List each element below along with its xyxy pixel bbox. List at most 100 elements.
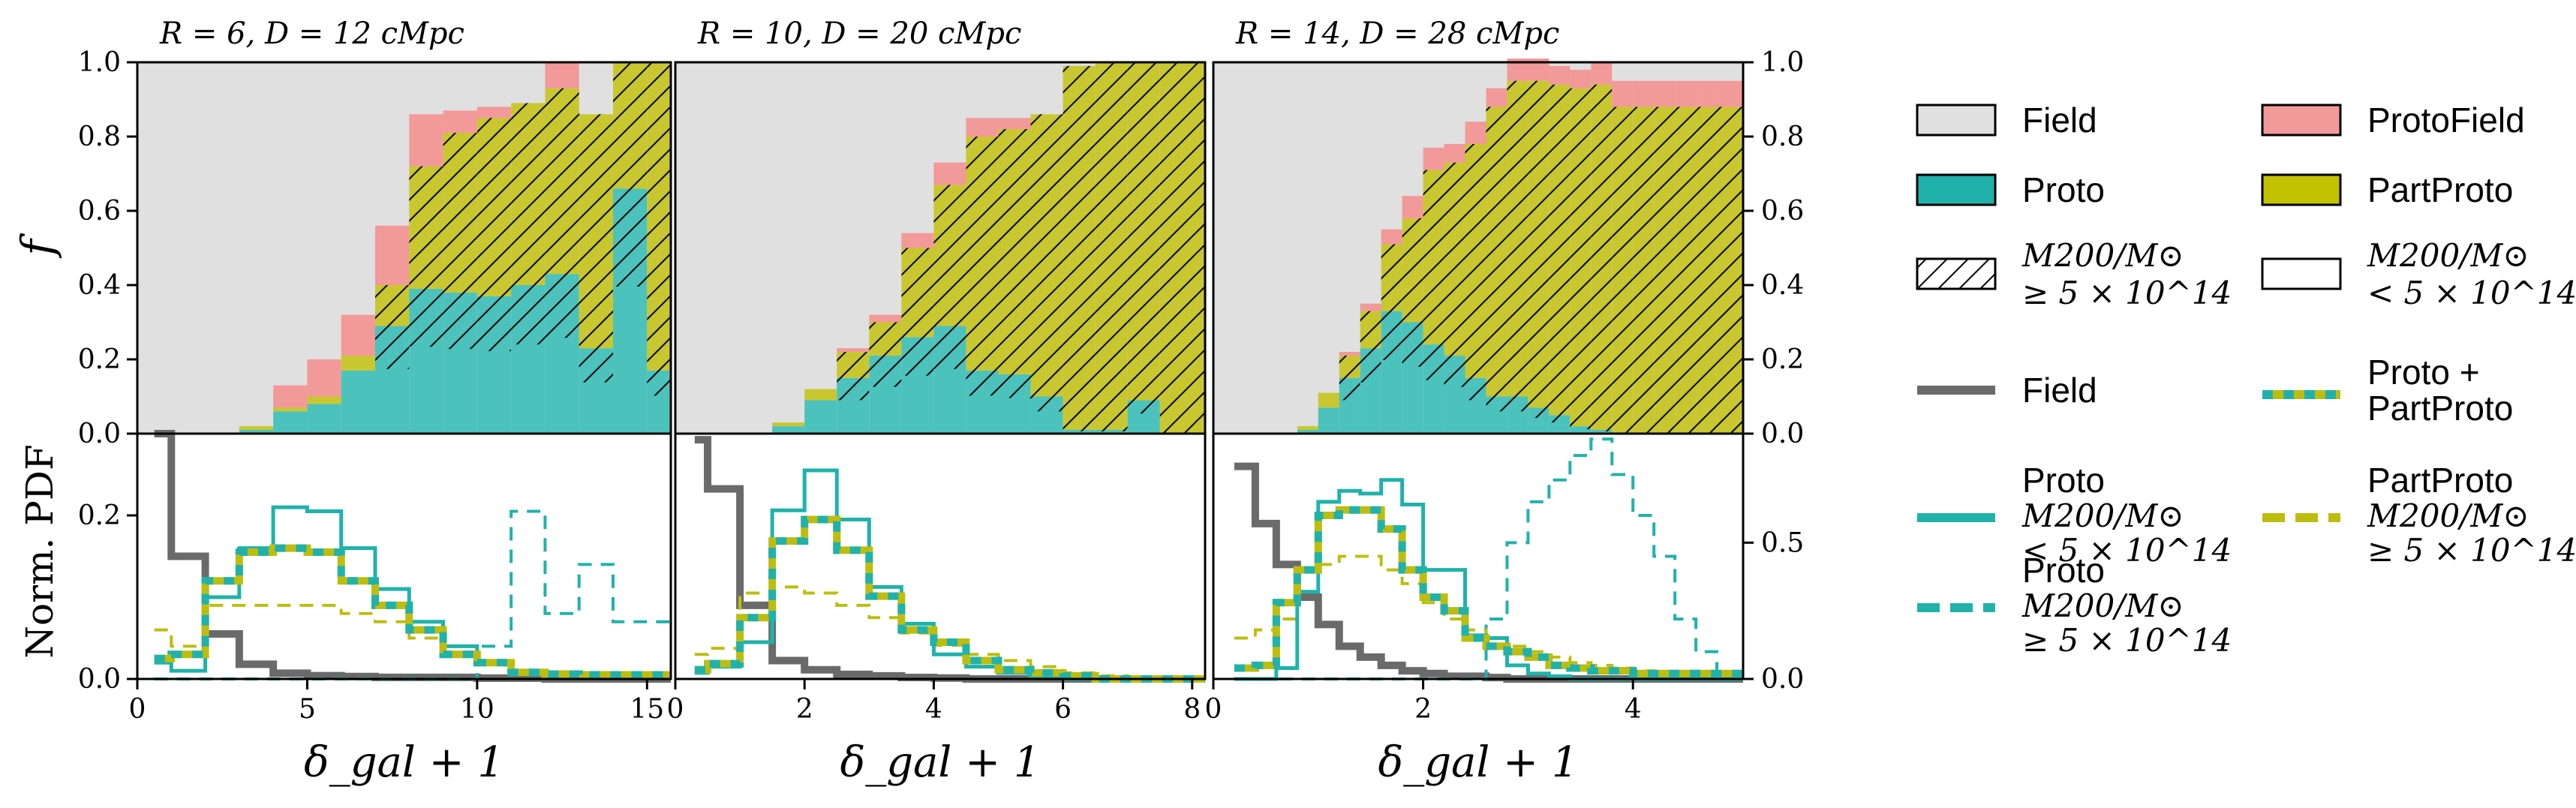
legend-label: PartProto: [2367, 170, 2513, 209]
y-tick-label-top-right: 0.6: [1761, 196, 1804, 227]
proto-fraction-bar: [307, 404, 341, 434]
x-tick-label: 4: [1625, 694, 1642, 725]
x-tick-label: 0: [667, 694, 684, 725]
y-axis-label-bottom: Norm. PDF: [18, 444, 62, 658]
massive-hatch-region: [1423, 170, 1444, 380]
legend-label: Proto: [2022, 551, 2105, 590]
massive-hatch-region: [476, 118, 512, 352]
massive-hatch-region: [409, 166, 443, 347]
y-tick-label-top: 1.0: [78, 47, 121, 78]
bottom-axes-frame: [674, 432, 1207, 680]
panel-title: R = 6, D = 12 cMpc: [159, 17, 464, 51]
massive-hatch-region: [998, 129, 1031, 398]
x-tick-label: 6: [1054, 694, 1072, 725]
x-tick-label: 5: [299, 694, 316, 725]
proto-plus-partproto-pdf-line-dash: [154, 544, 671, 679]
proto-fraction-bar: [1318, 407, 1339, 434]
massive-hatch-region: [933, 185, 966, 369]
bottom-axes-bg: [675, 434, 1205, 679]
proto-fraction-bar: [1063, 430, 1096, 434]
bottom-axes-bg: [1213, 434, 1743, 679]
proto-fraction-bar: [1570, 426, 1592, 434]
y-tick-label-top: 0.2: [78, 344, 121, 375]
protofield-fraction-bar: [307, 359, 341, 397]
protofield-fraction-bar: [1675, 80, 1697, 107]
y-tick-label-bottom-right: 0.0: [1761, 664, 1804, 695]
proto-fraction-bar: [1297, 430, 1318, 434]
x-tick-label: 0: [1205, 694, 1222, 725]
proto-plus-partproto-pdf-line-dash: [1234, 506, 1743, 677]
protofield-fraction-bar: [443, 110, 477, 134]
massive-hatch-region: [1339, 356, 1360, 401]
protofield-fraction-bar: [837, 348, 870, 353]
panel-3: R = 14, D = 28 cMpc 0 2 4 δ_gal + 1 0.0 0.2 0.4…: [1205, 17, 1805, 787]
massive-hatch-region: [1612, 107, 1634, 434]
massive-hatch-region: [1654, 107, 1676, 434]
protofield-fraction-bar: [869, 314, 902, 323]
y-tick-label-top-right: 0.8: [1761, 122, 1804, 152]
proto-fraction-bar: [1591, 430, 1613, 434]
massive-hatch-region: [1063, 65, 1096, 432]
y-tick-label-bottom: 0.2: [78, 500, 121, 531]
x-tick-label: 8: [1183, 694, 1201, 725]
massive-hatch-region: [869, 322, 902, 387]
legend-label: < 5 × 10^14: [2367, 275, 2576, 311]
y-tick-label-bottom-right: 0.5: [1761, 527, 1804, 558]
protofield-fraction-bar: [1633, 80, 1655, 107]
partproto-fraction-bar: [273, 407, 308, 412]
protofield-fraction-bar: [1570, 69, 1592, 89]
protofield-fraction-bar: [1486, 88, 1507, 107]
massive-hatch-region: [1507, 80, 1528, 412]
legend-patch: [2261, 104, 2342, 137]
partproto-fraction-bar: [1318, 392, 1339, 408]
massive-hatch-region: [511, 103, 546, 345]
protofield-fraction-bar: [966, 118, 999, 137]
bottom-axes-bg: [137, 434, 671, 679]
proto-fraction-bar: [239, 430, 274, 434]
y-tick-label-top-right: 0.4: [1761, 270, 1804, 301]
protofield-fraction-bar: [1612, 80, 1634, 107]
massive-hatch-region: [966, 137, 999, 396]
massive-hatch-region: [1402, 218, 1423, 367]
protofield-fraction-bar: [273, 385, 308, 408]
legend-patch: [2261, 173, 2342, 206]
protofield-fraction-bar: [545, 62, 579, 89]
legend-label: M200/M⊙: [2021, 587, 2184, 624]
massive-hatch-region: [613, 62, 648, 287]
y-axis-label-top: f: [12, 233, 63, 259]
protofield-fraction-bar: [1465, 122, 1486, 144]
massive-hatch-region: [1381, 244, 1402, 360]
legend-label: ProtoField: [2367, 101, 2525, 140]
legend-label: Proto: [2022, 461, 2105, 500]
legend-label: M200/M⊙: [2021, 237, 2184, 274]
y-tick-label-top-right: 0.0: [1761, 419, 1804, 449]
massive-hatch-region: [1159, 62, 1205, 434]
legend-label: PartProto: [2367, 461, 2513, 500]
x-tick-label: 2: [796, 694, 813, 725]
massive-hatch-region: [1675, 107, 1697, 434]
protofield-fraction-bar: [1444, 143, 1465, 163]
bottom-axes-frame: [1212, 432, 1745, 680]
protofield-fraction-bar: [409, 114, 443, 167]
protofield-fraction-bar: [1591, 62, 1613, 85]
protofield-fraction-bar: [1654, 80, 1676, 107]
protofield-fraction-bar: [1402, 196, 1423, 218]
massive-hatch-region: [1486, 107, 1507, 412]
x-tick-label: 2: [1414, 694, 1432, 725]
legend-label: Field: [2022, 371, 2097, 410]
protofield-fraction-bar: [933, 162, 966, 185]
protofield-fraction-bar: [998, 118, 1031, 130]
massive-hatch-region: [1633, 107, 1655, 434]
massive-hatch-region: [1528, 80, 1550, 419]
partproto-fraction-bar: [804, 389, 837, 401]
legend-label: Proto +: [2367, 353, 2480, 392]
legend-label: M200/M⊙: [2021, 497, 2184, 534]
massive-hatch-region: [579, 114, 614, 383]
massive-hatch-region: [1696, 107, 1718, 434]
panel-title: R = 10, D = 20 cMpc: [697, 17, 1021, 51]
proto-fraction-bar: [772, 426, 805, 434]
y-tick-label-top: 0.6: [78, 196, 121, 227]
massive-hatch-region: [443, 133, 477, 350]
proto-fraction-bar: [341, 370, 376, 434]
